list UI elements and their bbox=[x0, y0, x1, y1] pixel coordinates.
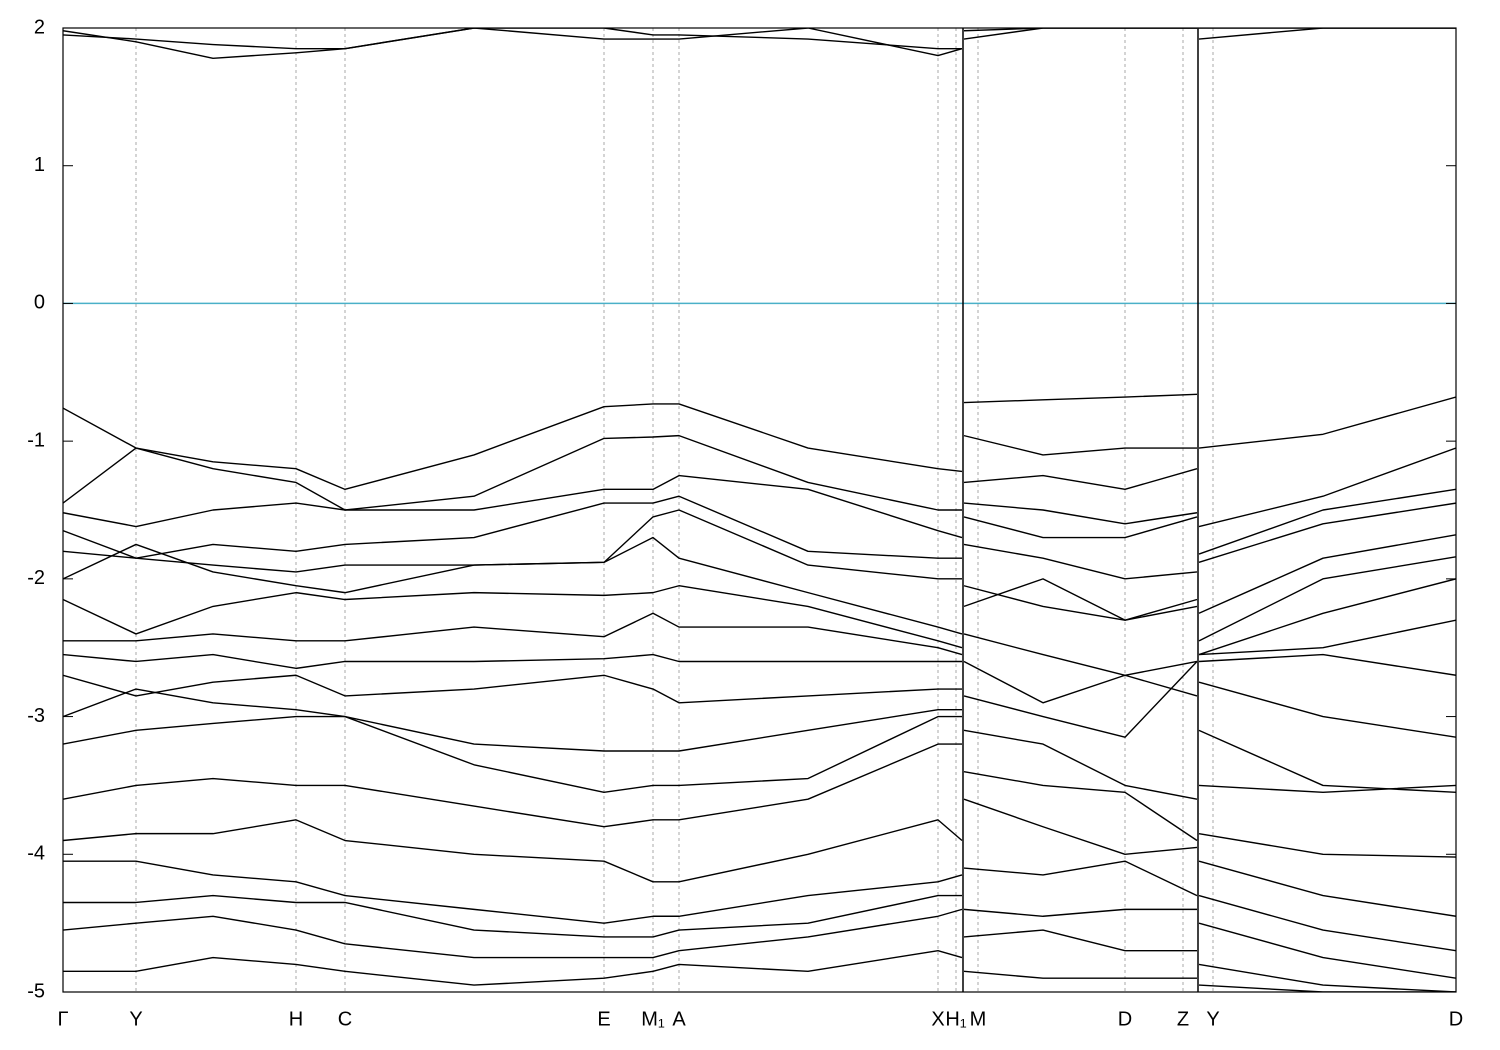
plot-frame bbox=[62, 27, 1457, 993]
band bbox=[63, 393, 1456, 491]
y-tick-label: 2 bbox=[34, 16, 45, 38]
x-tick-label: Y bbox=[1206, 1008, 1219, 1030]
x-tick-label: M bbox=[970, 1008, 987, 1030]
x-tick-label: D bbox=[1449, 1008, 1463, 1030]
band bbox=[63, 468, 1456, 555]
band bbox=[63, 536, 1456, 642]
y-tick-label: -5 bbox=[27, 980, 45, 1002]
band bbox=[63, 578, 1456, 656]
band bbox=[63, 578, 1456, 656]
band bbox=[63, 434, 1456, 528]
x-tick-label: Γ bbox=[57, 1008, 68, 1030]
band bbox=[63, 661, 1456, 794]
band bbox=[63, 860, 1456, 952]
band bbox=[63, 949, 1456, 992]
band bbox=[63, 894, 1456, 979]
x-tick-label: Z bbox=[1177, 1008, 1189, 1030]
band bbox=[63, 509, 1456, 614]
band bbox=[63, 660, 1456, 738]
x-tick-label: D bbox=[1118, 1008, 1132, 1030]
band bbox=[63, 798, 1456, 917]
y-tick-label: -1 bbox=[27, 429, 45, 451]
band bbox=[63, 715, 1456, 800]
x-tick-label: H bbox=[289, 1008, 303, 1030]
bands bbox=[63, 28, 1456, 992]
x-tick-label: A bbox=[672, 1008, 686, 1030]
band bbox=[63, 633, 1456, 676]
x-tick-label: X bbox=[931, 1008, 944, 1030]
y-tick-label: -4 bbox=[27, 843, 45, 865]
x-tick-label: M₁ bbox=[641, 1008, 665, 1030]
y-tick-label: -3 bbox=[27, 705, 45, 727]
x-tick-label: Y bbox=[129, 1008, 142, 1030]
x-tick-label: C bbox=[338, 1008, 352, 1030]
y-tick-label: 0 bbox=[34, 292, 45, 314]
band bbox=[63, 908, 1456, 992]
band bbox=[63, 28, 1456, 59]
x-tick-label: H₁ bbox=[945, 1008, 966, 1030]
grid bbox=[62, 28, 1457, 992]
band bbox=[63, 743, 1456, 858]
x-tick-label: E bbox=[597, 1008, 610, 1030]
y-tick-label: -2 bbox=[27, 567, 45, 589]
y-tick-label: 1 bbox=[34, 154, 45, 176]
band bbox=[63, 495, 1456, 563]
band bbox=[63, 28, 1456, 50]
